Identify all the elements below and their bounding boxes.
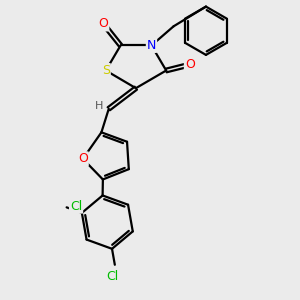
Text: O: O (78, 152, 88, 165)
Text: O: O (98, 17, 108, 31)
Text: Cl: Cl (106, 270, 118, 283)
Text: Cl: Cl (70, 200, 82, 213)
Text: O: O (185, 58, 195, 71)
Text: S: S (102, 64, 110, 77)
Text: H: H (95, 101, 103, 111)
Text: N: N (147, 39, 156, 52)
